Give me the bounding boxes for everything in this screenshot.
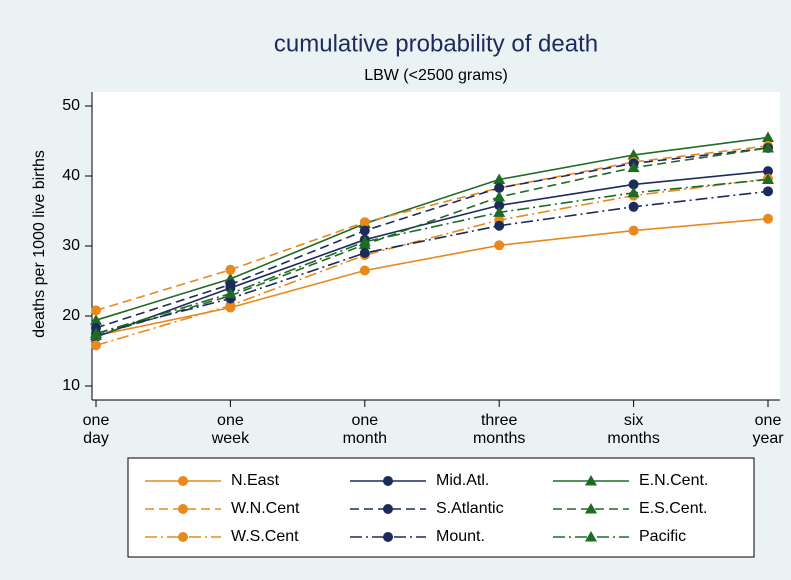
- data-point: [494, 220, 505, 231]
- legend-marker: [383, 504, 393, 514]
- data-point: [494, 200, 505, 211]
- legend-marker: [178, 532, 188, 542]
- legend-marker: [383, 476, 393, 486]
- plot-area: [92, 92, 780, 400]
- legend-label: Pacific: [639, 528, 686, 545]
- data-point: [494, 182, 505, 193]
- data-point: [627, 161, 640, 173]
- data-point: [763, 213, 773, 224]
- data-point: [91, 340, 101, 351]
- x-tick-label: month: [343, 430, 387, 447]
- data-point: [762, 173, 774, 184]
- legend-marker: [585, 503, 597, 514]
- x-tick-label: year: [752, 430, 784, 447]
- data-point: [224, 287, 237, 299]
- legend-marker: [383, 532, 393, 542]
- x-tick-label: one: [755, 412, 782, 429]
- series-line: [95, 178, 769, 347]
- legend-label: W.N.Cent: [231, 500, 300, 517]
- legend-label: Mount.: [436, 528, 485, 545]
- legend-label: Mid.Atl.: [436, 472, 489, 489]
- x-tick-label: months: [607, 430, 659, 447]
- x-tick-label: day: [83, 430, 109, 447]
- legend-marker: [178, 504, 188, 514]
- data-point: [225, 264, 236, 275]
- legend: [127, 457, 755, 558]
- legend-label: S.Atlantic: [436, 500, 504, 517]
- series-line: [95, 190, 769, 335]
- x-tick-label: one: [217, 412, 244, 429]
- y-tick-label: 20: [62, 307, 80, 324]
- data-point: [762, 142, 774, 153]
- series-line: [95, 136, 769, 321]
- data-point: [627, 186, 640, 198]
- data-point: [627, 149, 640, 160]
- chart-subtitle: LBW (<2500 grams): [364, 67, 508, 84]
- x-tick-label: week: [211, 430, 250, 447]
- y-tick-label: 10: [62, 377, 80, 394]
- data-point: [90, 327, 102, 338]
- data-point: [359, 265, 370, 276]
- data-point: [628, 201, 639, 212]
- y-axis-label: deaths per 1000 live births: [31, 150, 48, 338]
- data-point: [359, 248, 370, 258]
- legend-label: E.S.Cent.: [639, 500, 707, 517]
- x-tick-label: one: [83, 412, 110, 429]
- x-tick-label: one: [351, 412, 378, 429]
- legend-marker: [178, 476, 188, 486]
- x-tick-label: three: [481, 412, 518, 429]
- data-point: [762, 131, 774, 142]
- data-point: [494, 240, 505, 251]
- data-point: [493, 191, 506, 202]
- data-point: [225, 279, 236, 290]
- legend-label: N.East: [231, 472, 280, 489]
- data-point: [628, 179, 639, 190]
- series-line: [95, 170, 769, 338]
- x-tick-label: six: [624, 412, 644, 429]
- data-point: [763, 166, 773, 177]
- series-line: [95, 147, 769, 337]
- data-point: [91, 305, 101, 316]
- data-point: [359, 225, 370, 236]
- x-tick-label: months: [473, 430, 525, 447]
- legend-label: E.N.Cent.: [639, 472, 708, 489]
- data-point: [493, 173, 506, 184]
- data-point: [358, 235, 371, 247]
- data-point: [493, 206, 506, 217]
- data-point: [628, 225, 639, 236]
- data-point: [359, 217, 370, 228]
- legend-marker: [585, 531, 597, 542]
- data-point: [763, 186, 773, 197]
- legend-label: W.S.Cent: [231, 528, 299, 545]
- y-tick-label: 30: [62, 237, 80, 254]
- series-line: [95, 178, 769, 335]
- data-point: [90, 314, 102, 325]
- data-point: [225, 300, 236, 311]
- series-line: [95, 145, 769, 312]
- y-tick-label: 40: [62, 167, 80, 184]
- chart-title: cumulative probability of death: [274, 30, 598, 57]
- series-line: [95, 147, 769, 329]
- y-tick-label: 50: [62, 97, 80, 114]
- legend-marker: [585, 475, 597, 486]
